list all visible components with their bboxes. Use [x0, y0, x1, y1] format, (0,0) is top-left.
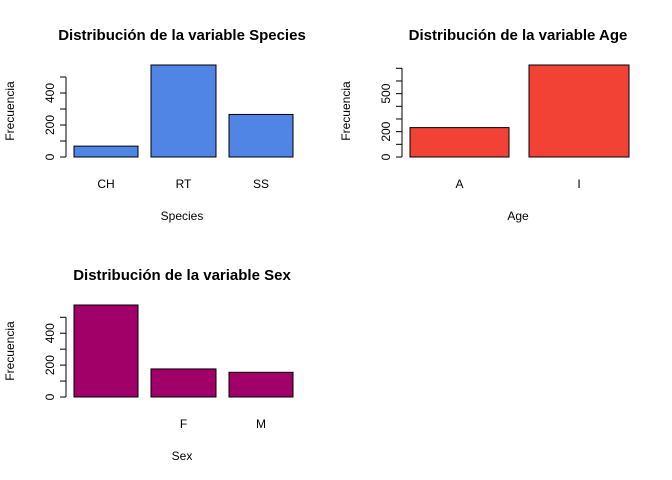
x-tick-label: CH	[97, 177, 114, 191]
x-axis-label: Age	[507, 209, 529, 223]
y-tick-label: 400	[43, 83, 57, 103]
y-tick-label: 0	[43, 393, 57, 400]
chart-panel-2: Distribución de la variable Age 0 200 500 Fr…	[339, 27, 630, 223]
x-tick-label: RT	[176, 177, 192, 191]
y-tick-label: 500	[379, 83, 393, 103]
bar-ss	[228, 113, 294, 158]
bar-f	[150, 368, 217, 398]
chart-title: Distribución de la variable Sex	[73, 267, 291, 284]
bar-a	[409, 127, 510, 158]
bar-blank	[73, 304, 139, 398]
y-axis-label: Frecuencia	[3, 321, 17, 381]
y-tick-label: 200	[43, 355, 57, 375]
bar-i	[528, 64, 630, 158]
y-tick-label: 400	[43, 323, 57, 343]
chart-title: Distribución de la variable Age	[409, 27, 628, 44]
bar-m	[228, 371, 294, 398]
x-tick-label: A	[455, 177, 463, 191]
y-tick-label: 200	[379, 121, 393, 141]
chart-title: Distribución de la variable Species	[58, 27, 306, 44]
y-tick-label: 200	[43, 115, 57, 135]
x-axis-label: Species	[161, 209, 204, 223]
chart-panel-3: Distribución de la variable Sex 0 200 400 Fr…	[3, 267, 294, 463]
x-tick-label: I	[577, 177, 580, 191]
y-tick-label: 0	[43, 153, 57, 160]
y-tick-label: 0	[379, 153, 393, 160]
x-tick-label: SS	[253, 177, 269, 191]
x-tick-label: M	[256, 417, 266, 431]
y-axis-label: Frecuencia	[3, 81, 17, 141]
bar-rt	[150, 64, 217, 158]
chart-panel-1: Distribución de la variable Species 0 200 4…	[3, 27, 306, 223]
y-axis-label: Frecuencia	[339, 81, 353, 141]
x-tick-label: F	[180, 417, 187, 431]
x-axis-label: Sex	[172, 449, 193, 463]
bar-ch	[73, 145, 139, 158]
